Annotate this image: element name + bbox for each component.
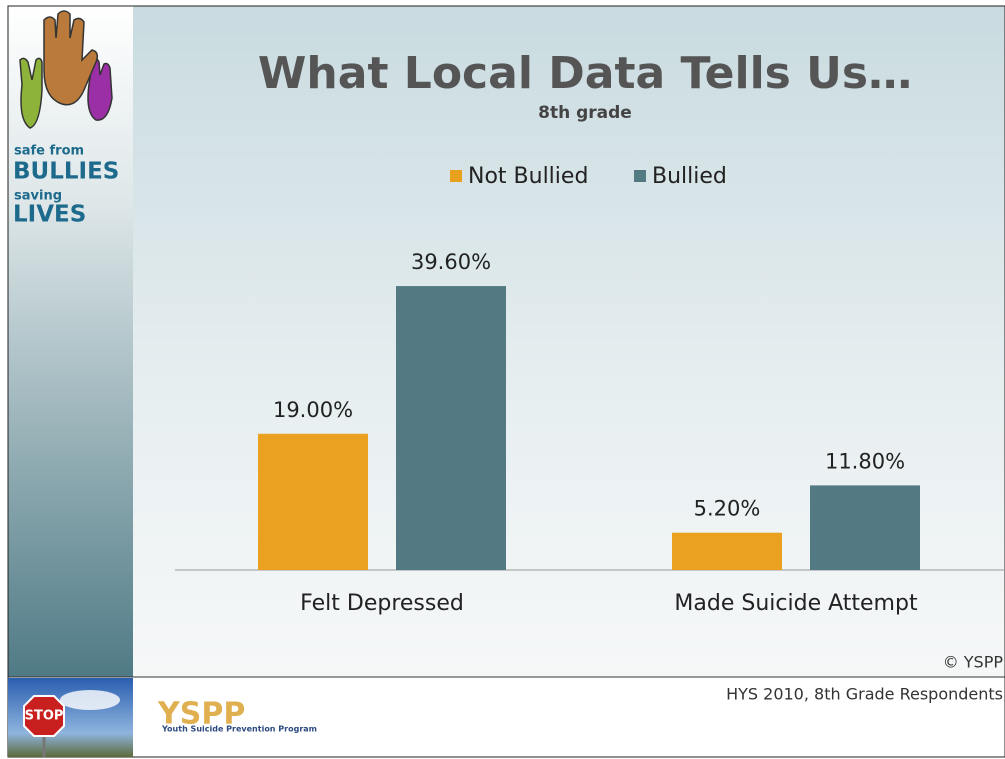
stop-sign [23,695,65,737]
bar [258,433,368,570]
bar [810,485,920,570]
chart-subtitle: 8th grade [538,103,632,123]
logo-text: safe from [14,144,84,159]
logo-text: BULLIES [13,159,119,185]
footer-logo: YSPP [157,697,245,732]
x-tick-label: Felt Depressed [300,591,464,616]
cloud [60,690,120,710]
data-label: 11.80% [825,449,905,473]
logo-text: LIVES [13,202,86,228]
legend-label: Not Bullied [468,164,588,189]
footer-tagline: Youth Suicide Prevention Program [161,725,317,734]
legend-label: Bullied [652,164,727,189]
bar [672,532,782,570]
legend-swatch [634,170,646,182]
legend-swatch [450,170,462,182]
hands-logo [19,10,113,129]
copyright: © YSPP [943,653,1004,672]
data-label: 5.20% [694,497,761,521]
x-tick-label: Made Suicide Attempt [674,591,918,616]
chart-title: What Local Data Tells Us… [258,48,912,99]
frame [7,5,1005,758]
bar [396,286,506,570]
stop-text: STOP [25,709,64,724]
data-label: 19.00% [273,398,353,422]
data-label: 39.60% [411,250,491,274]
logo-text: saving [14,189,62,204]
source-note: HYS 2010, 8th Grade Respondents [726,685,1003,704]
